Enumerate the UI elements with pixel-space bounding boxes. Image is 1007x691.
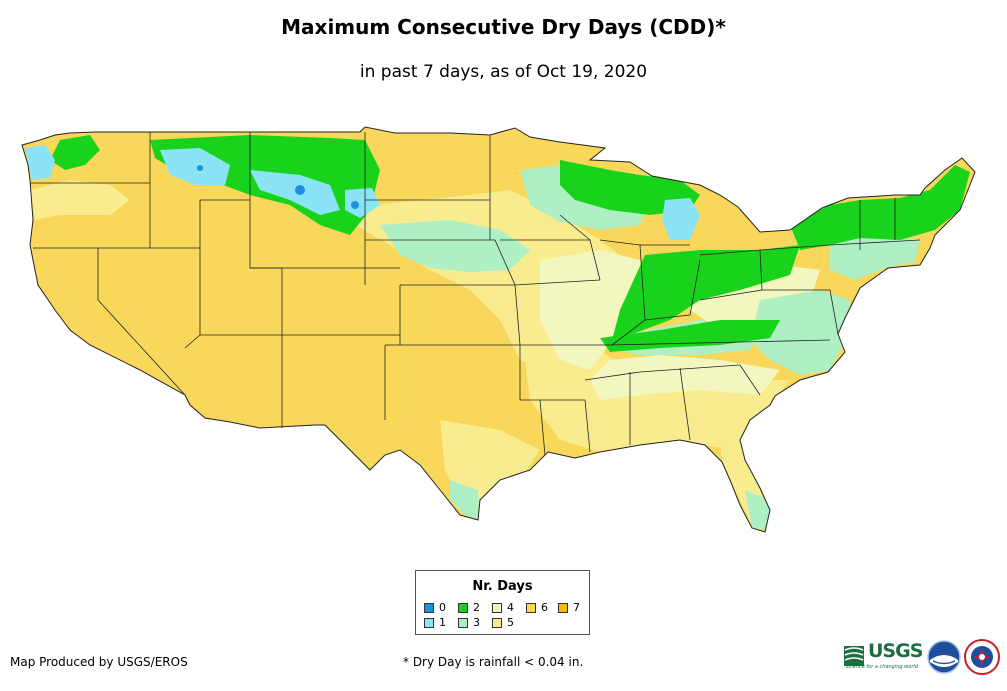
nws-logo-icon bbox=[964, 639, 1000, 675]
legend-item: 1 bbox=[424, 617, 446, 629]
legend-item: 0 bbox=[424, 602, 446, 614]
legend-swatch bbox=[424, 618, 434, 628]
zone-2-new-england bbox=[790, 165, 970, 250]
zone-3-texas-coast bbox=[450, 480, 480, 520]
state-boundaries bbox=[21, 126, 976, 533]
legend-swatch bbox=[558, 603, 568, 613]
zone-1-dakota bbox=[345, 188, 380, 218]
dry-days-zones bbox=[25, 135, 970, 530]
legend-label: 3 bbox=[473, 616, 480, 629]
legend-label: 6 bbox=[541, 601, 548, 614]
legend-label: 1 bbox=[439, 616, 446, 629]
footnote-text: * Dry Day is rainfall < 0.04 in. bbox=[403, 655, 584, 669]
zone-3-northeast bbox=[830, 235, 920, 280]
zone-4-southeast bbox=[590, 355, 780, 400]
zone-1-puget bbox=[25, 145, 55, 180]
zone-0-spot bbox=[351, 201, 359, 209]
zone-5-texas bbox=[440, 420, 540, 505]
legend-label: 4 bbox=[507, 601, 514, 614]
legend-swatch bbox=[424, 603, 434, 613]
zone-3-plains bbox=[380, 220, 530, 272]
legend-swatch bbox=[526, 603, 536, 613]
legend-item: 4 bbox=[492, 602, 514, 614]
legend-title: Nr. Days bbox=[472, 579, 533, 594]
map-subtitle: in past 7 days, as of Oct 19, 2020 bbox=[359, 62, 648, 82]
legend-label: 2 bbox=[473, 601, 480, 614]
legend-label: 7 bbox=[573, 601, 580, 614]
zone-1-michigan bbox=[662, 198, 700, 240]
zone-1-montana bbox=[250, 170, 340, 215]
zone-5-northwest bbox=[30, 180, 130, 220]
legend-swatch bbox=[458, 603, 468, 613]
zone-2-ohio bbox=[612, 245, 800, 340]
usgs-tagline: science for a changing world bbox=[846, 664, 918, 670]
legend-label: 0 bbox=[439, 601, 446, 614]
legend-label: 5 bbox=[507, 616, 514, 629]
legend-item: 3 bbox=[458, 617, 480, 629]
usgs-logo-text: USGS bbox=[868, 640, 923, 662]
legend-item: 6 bbox=[526, 602, 548, 614]
zone-1-idaho bbox=[160, 148, 230, 185]
map-title: Maximum Consecutive Dry Days (CDD)* bbox=[281, 15, 726, 39]
legend-swatch bbox=[492, 618, 502, 628]
legend-item: 5 bbox=[492, 617, 514, 629]
zone-0-spot bbox=[295, 185, 305, 195]
zone-2-washington bbox=[50, 135, 100, 170]
zone-4-midwest bbox=[540, 250, 650, 370]
zone-0-spot bbox=[197, 165, 203, 171]
legend-swatch bbox=[492, 603, 502, 613]
zone-3-south-florida bbox=[745, 490, 770, 530]
credit-text: Map Produced by USGS/EROS bbox=[10, 655, 188, 669]
agency-logos: USGS science for a changing world bbox=[842, 638, 1002, 678]
legend-item: 7 bbox=[558, 602, 580, 614]
legend-item: 2 bbox=[458, 602, 480, 614]
usgs-logo-icon bbox=[844, 646, 864, 666]
legend: Nr. Days 0 1 2 3 4 5 6 7 bbox=[415, 570, 590, 635]
noaa-logo-icon bbox=[927, 640, 961, 674]
legend-swatch bbox=[458, 618, 468, 628]
zone-3-midatlantic bbox=[750, 290, 850, 375]
